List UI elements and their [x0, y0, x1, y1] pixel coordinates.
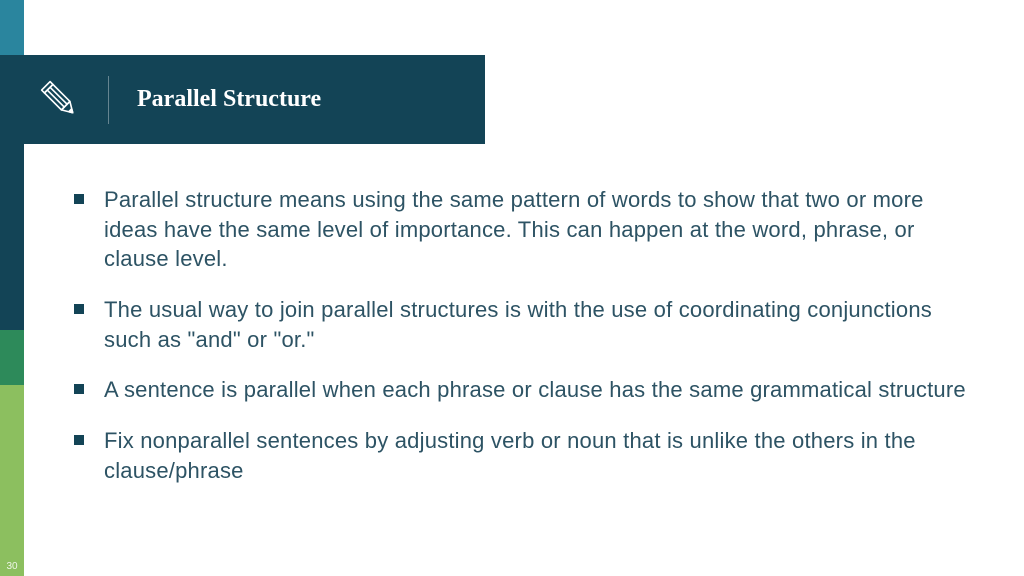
accent-bar-green — [0, 330, 24, 385]
bullet-item: Fix nonparallel sentences by adjusting v… — [74, 426, 974, 485]
slide-header: Parallel Structure — [0, 55, 485, 144]
slide: Parallel Structure Parallel structure me… — [0, 0, 1024, 576]
slide-body: Parallel structure means using the same … — [74, 185, 974, 507]
page-number: 30 — [3, 561, 21, 572]
accent-bar-lime — [0, 385, 24, 576]
accent-bar-top — [0, 0, 24, 55]
header-divider — [108, 76, 109, 124]
accent-bar-dark — [0, 144, 24, 330]
bullet-item: Parallel structure means using the same … — [74, 185, 974, 274]
bullet-item: A sentence is parallel when each phrase … — [74, 375, 974, 405]
bullet-list: Parallel structure means using the same … — [74, 185, 974, 486]
pencil-icon — [40, 80, 80, 120]
bullet-item: The usual way to join parallel structure… — [74, 295, 974, 354]
slide-title: Parallel Structure — [137, 86, 321, 113]
